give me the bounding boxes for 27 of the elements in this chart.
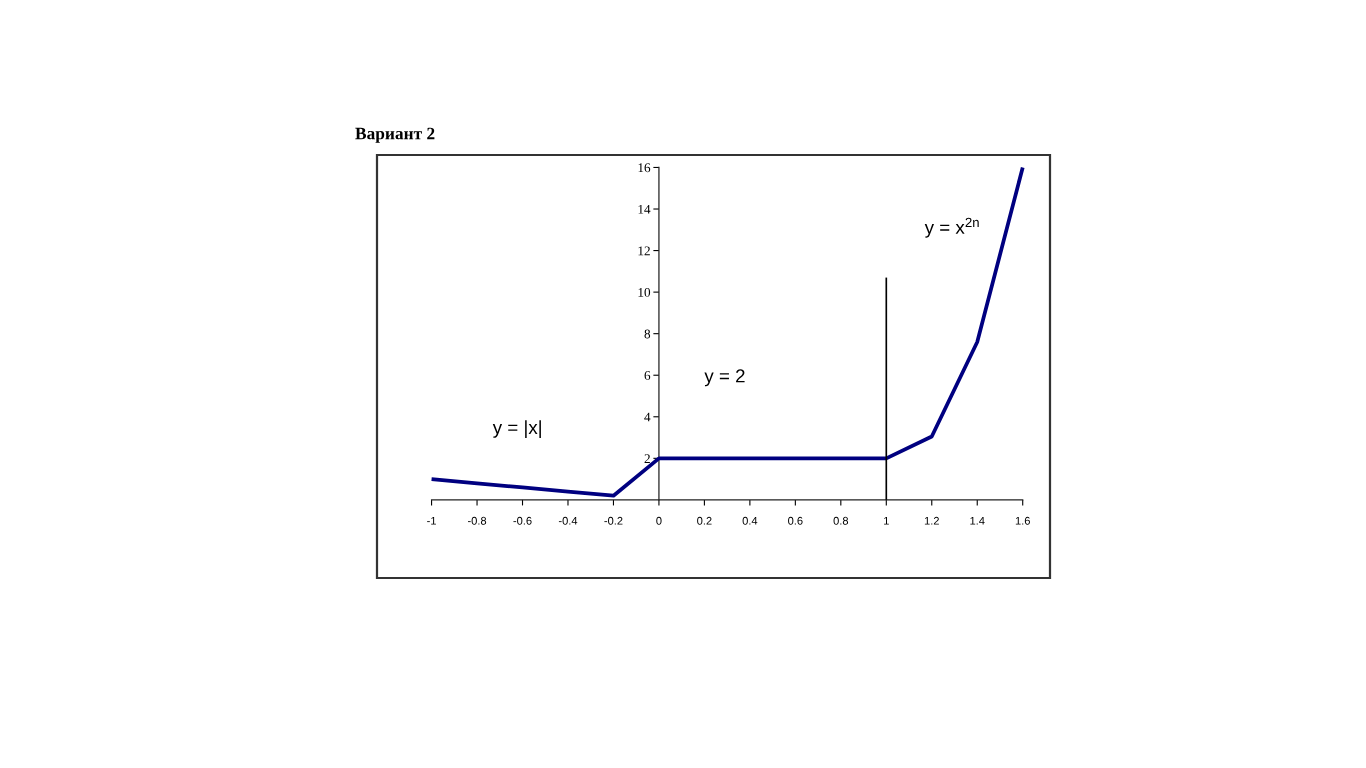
- y-tick-label: 12: [638, 246, 650, 256]
- x-tick-label: -0.2: [604, 516, 623, 525]
- x-tick-label: 1.6: [1015, 516, 1030, 525]
- x-tick-label: -1: [427, 516, 436, 525]
- x-tick-label: 1.2: [924, 516, 939, 525]
- x-tick-label: -0.4: [558, 516, 578, 525]
- x-tick-label: 0.4: [742, 516, 758, 525]
- y-tick-label: 2: [644, 454, 650, 463]
- annotation: y = |x|: [492, 420, 541, 438]
- x-tick-label: 0.2: [697, 516, 712, 525]
- x-tick-label: 1: [884, 516, 889, 525]
- y-tick-label: 4: [644, 412, 651, 422]
- annotation: y = 2: [704, 369, 745, 387]
- x-tick-label: 0.8: [833, 516, 849, 525]
- chart-title: Вариант 2: [355, 127, 435, 143]
- x-tick-label: -0.8: [467, 516, 487, 525]
- line-series: [429, 165, 1025, 498]
- y-tick-label: 6: [644, 371, 651, 380]
- x-tick-label: 0.6: [788, 516, 803, 525]
- y-tick-label: 8: [644, 329, 651, 339]
- y-tick-label: 16: [638, 163, 651, 173]
- x-tick-label: 1.4: [970, 516, 985, 525]
- y-tick-label: 14: [638, 204, 651, 214]
- x-tick-label: -0.6: [513, 516, 532, 525]
- y-tick-label: 10: [638, 287, 651, 297]
- x-tick-label: 0: [656, 516, 662, 525]
- annotation: y = x$^{2n}$: [924, 217, 979, 238]
